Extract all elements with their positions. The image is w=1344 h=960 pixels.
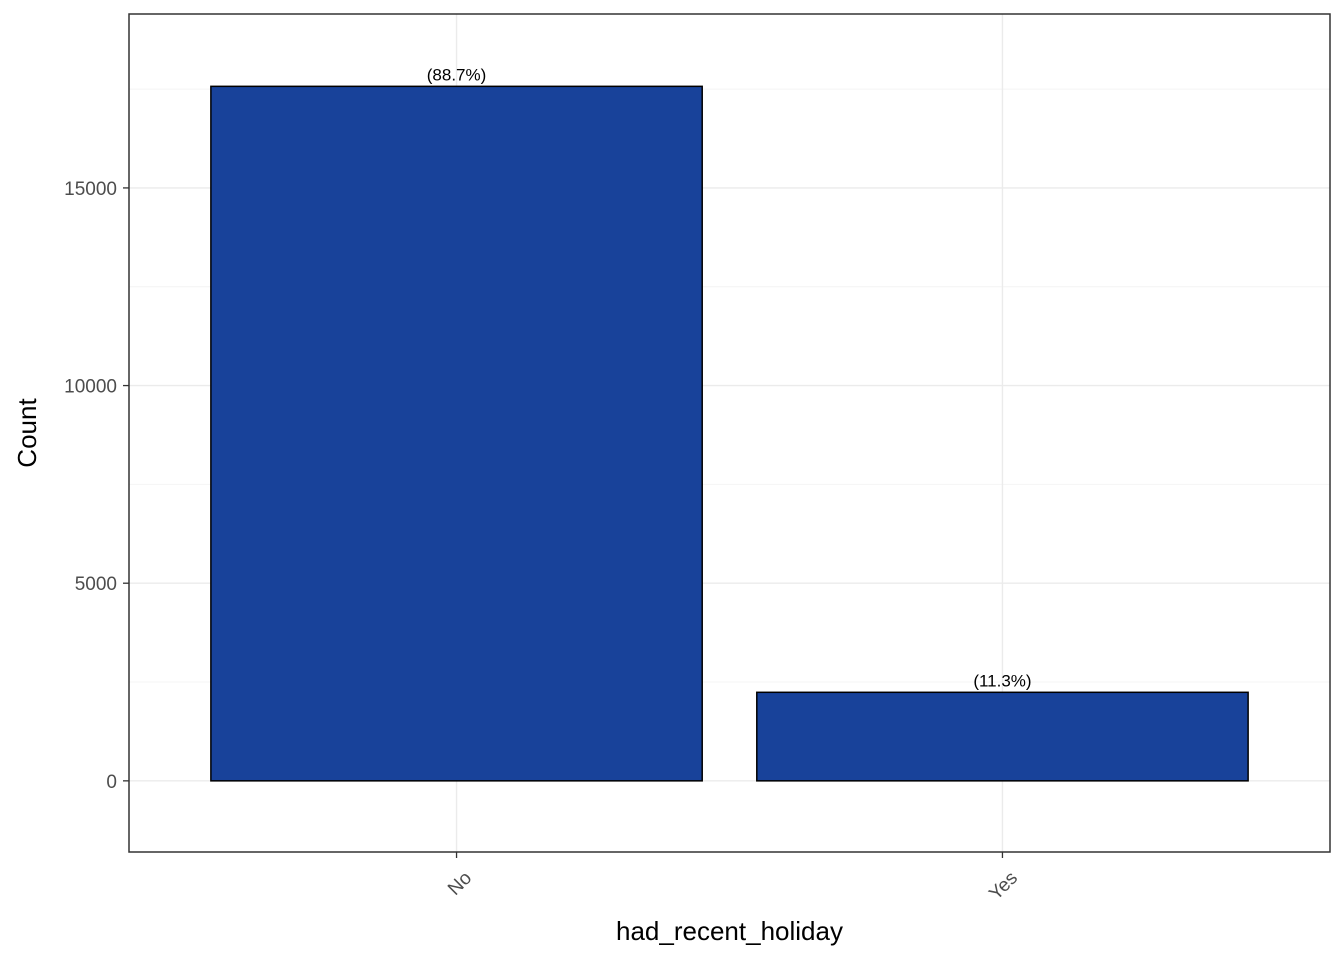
y-tick-label: 0: [106, 772, 117, 793]
panel-border: [128, 13, 1331, 853]
x-tick-label-yes: Yes: [985, 868, 1022, 905]
x-axis: No Yes: [444, 852, 1022, 905]
y-axis: 0 5000 10000 15000: [64, 179, 129, 793]
bar-labels: (88.7%) (11.3%): [427, 65, 1032, 690]
y-tick-label: 10000: [64, 377, 117, 398]
bar-yes: [756, 691, 1249, 782]
bar-label-yes: (11.3%): [973, 671, 1031, 690]
y-axis-title: Count: [12, 398, 42, 468]
y-tick-label: 15000: [64, 179, 117, 200]
bar-no: [210, 85, 703, 782]
y-tick-label: 5000: [75, 574, 117, 595]
bars: [210, 85, 1249, 782]
x-tick-label-no: No: [444, 868, 476, 900]
bar-label-no: (88.7%): [427, 65, 487, 84]
x-axis-title: had_recent_holiday: [616, 916, 843, 946]
